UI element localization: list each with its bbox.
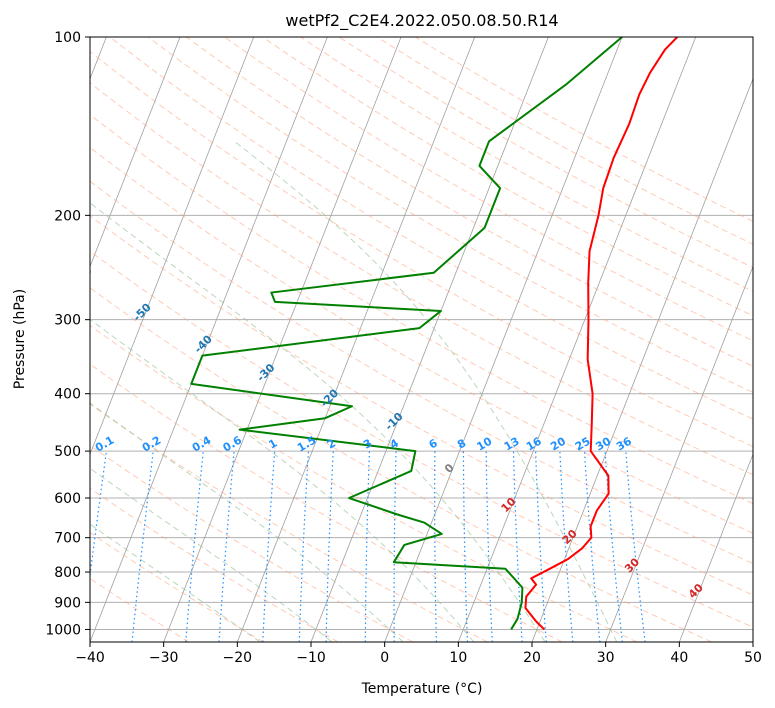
x-tick-label: 0 xyxy=(380,650,389,666)
isotherm-line xyxy=(752,640,753,642)
mixing-ratio-label: 6 xyxy=(427,436,440,451)
moist-adiabat-line xyxy=(90,402,404,642)
temperature-line xyxy=(524,37,679,631)
dry-adiabat-label: -10 xyxy=(382,410,405,433)
dry-adiabat-label: -60 xyxy=(71,264,94,287)
dry-adiabat-label: -20 xyxy=(318,386,341,409)
mixing-ratio-line xyxy=(185,451,204,642)
x-tick-label: −40 xyxy=(75,650,105,666)
isotherm-line xyxy=(90,37,255,456)
dry-adiabat-line xyxy=(90,250,753,628)
dewpoint-line xyxy=(190,37,623,630)
dry-adiabat-label: -70 xyxy=(14,222,37,245)
plot-frame xyxy=(89,36,754,643)
y-tick-label: 400 xyxy=(54,387,81,403)
dry-adiabat-line xyxy=(90,363,563,642)
x-tick-label: 50 xyxy=(744,650,762,666)
x-tick-label: −20 xyxy=(223,650,253,666)
moist-adiabat-line xyxy=(90,523,261,642)
isotherm-line xyxy=(236,37,476,642)
dry-adiabat-line xyxy=(224,37,753,342)
mixing-ratio-line xyxy=(583,451,601,642)
mixing-ratio-line xyxy=(559,451,574,642)
mixing-ratio-line xyxy=(512,451,523,642)
x-axis-title: Temperature (°C) xyxy=(361,681,483,697)
mixing-ratio-line xyxy=(298,451,310,642)
x-tick-label: 10 xyxy=(449,650,467,666)
mixing-ratio-line xyxy=(262,451,276,642)
mixing-ratio-line xyxy=(625,451,646,642)
y-axis-title: Pressure (hPa) xyxy=(12,289,28,389)
mixing-ratio-label: 8 xyxy=(455,437,468,452)
isotherm-line xyxy=(90,37,328,642)
dry-adiabat-line xyxy=(338,37,753,269)
isotherm-line xyxy=(163,37,402,642)
dry-adiabat-line xyxy=(90,531,264,642)
dry-adiabat-line xyxy=(90,146,753,534)
y-tick-label: 700 xyxy=(54,531,81,547)
isotherm-line xyxy=(531,77,753,642)
mixing-ratio-line xyxy=(131,451,154,642)
y-tick-label: 1000 xyxy=(45,622,81,638)
dry-adiabat-line xyxy=(414,37,753,222)
moist-adiabat-line xyxy=(90,467,333,642)
y-tick-label: 900 xyxy=(54,595,81,611)
x-tick-label: −10 xyxy=(296,650,326,666)
y-tick-label: 200 xyxy=(54,208,81,224)
mixing-ratio-line xyxy=(434,451,438,642)
dry-adiabat-label: 40 xyxy=(686,581,706,601)
dry-adiabat-line xyxy=(262,37,753,317)
mixing-ratio-line xyxy=(218,451,235,642)
dry-adiabat-line xyxy=(90,444,414,642)
series-layer xyxy=(190,37,679,631)
dry-adiabat-line xyxy=(90,287,712,642)
chart-title: wetPf2_C2E4.2022.050.08.50.R14 xyxy=(285,11,558,31)
x-tick-label: −30 xyxy=(149,650,179,666)
isotherm-line xyxy=(605,265,753,642)
moist-adiabat-line xyxy=(90,202,546,642)
dry-adiabat-line xyxy=(147,37,753,393)
dry-adiabat-label: -30 xyxy=(254,361,277,384)
mixing-ratio-line xyxy=(485,451,493,642)
dry-adiabat-line xyxy=(109,37,753,420)
axes-layer: −40 −30 −20 −10 0 10 20 30 40 50 1000 900 800 700 600 5… xyxy=(45,30,762,666)
x-tick-label: 20 xyxy=(523,650,541,666)
dry-adiabat-line xyxy=(90,577,190,642)
isotherm-line xyxy=(678,453,753,642)
mixing-ratio-line xyxy=(462,451,469,642)
dry-adiabat-line xyxy=(185,37,753,367)
isotherm-line xyxy=(90,37,181,268)
dry-adiabat-line xyxy=(90,403,488,642)
mixing-ratio-line xyxy=(393,451,397,642)
y-tick-label: 600 xyxy=(54,491,81,507)
isotherm-line xyxy=(457,37,697,642)
mixing-ratio-line xyxy=(535,451,547,642)
y-tick-label: 300 xyxy=(54,313,81,329)
mixing-ratio-line xyxy=(90,451,108,581)
x-tick-label: 40 xyxy=(670,650,688,666)
moist-adiabat-line xyxy=(234,140,618,642)
dry-adiabat-line xyxy=(90,180,753,565)
dry-adiabat-line xyxy=(90,324,638,642)
mixing-ratio-line xyxy=(325,451,334,642)
dry-adiabat-label: -50 xyxy=(131,301,154,324)
dry-adiabat-line xyxy=(90,50,753,448)
mixing-ratio-line xyxy=(364,451,371,642)
mixing-ratio-label: 3 xyxy=(361,437,374,452)
x-tick-label: 30 xyxy=(597,650,615,666)
grid-layer xyxy=(90,37,753,642)
mixing-ratio-line xyxy=(604,451,623,642)
y-tick-label: 100 xyxy=(54,30,81,46)
dry-adiabat-line xyxy=(90,487,339,642)
line-label-layer: 0.10.20.40.611.52346810131620253036-100-… xyxy=(14,222,706,601)
dry-adiabat-line xyxy=(300,37,753,293)
isotherm-line xyxy=(384,37,623,642)
y-tick-label: 500 xyxy=(54,444,81,460)
y-tick-label: 800 xyxy=(54,565,81,581)
dry-adiabat-line xyxy=(90,215,753,596)
